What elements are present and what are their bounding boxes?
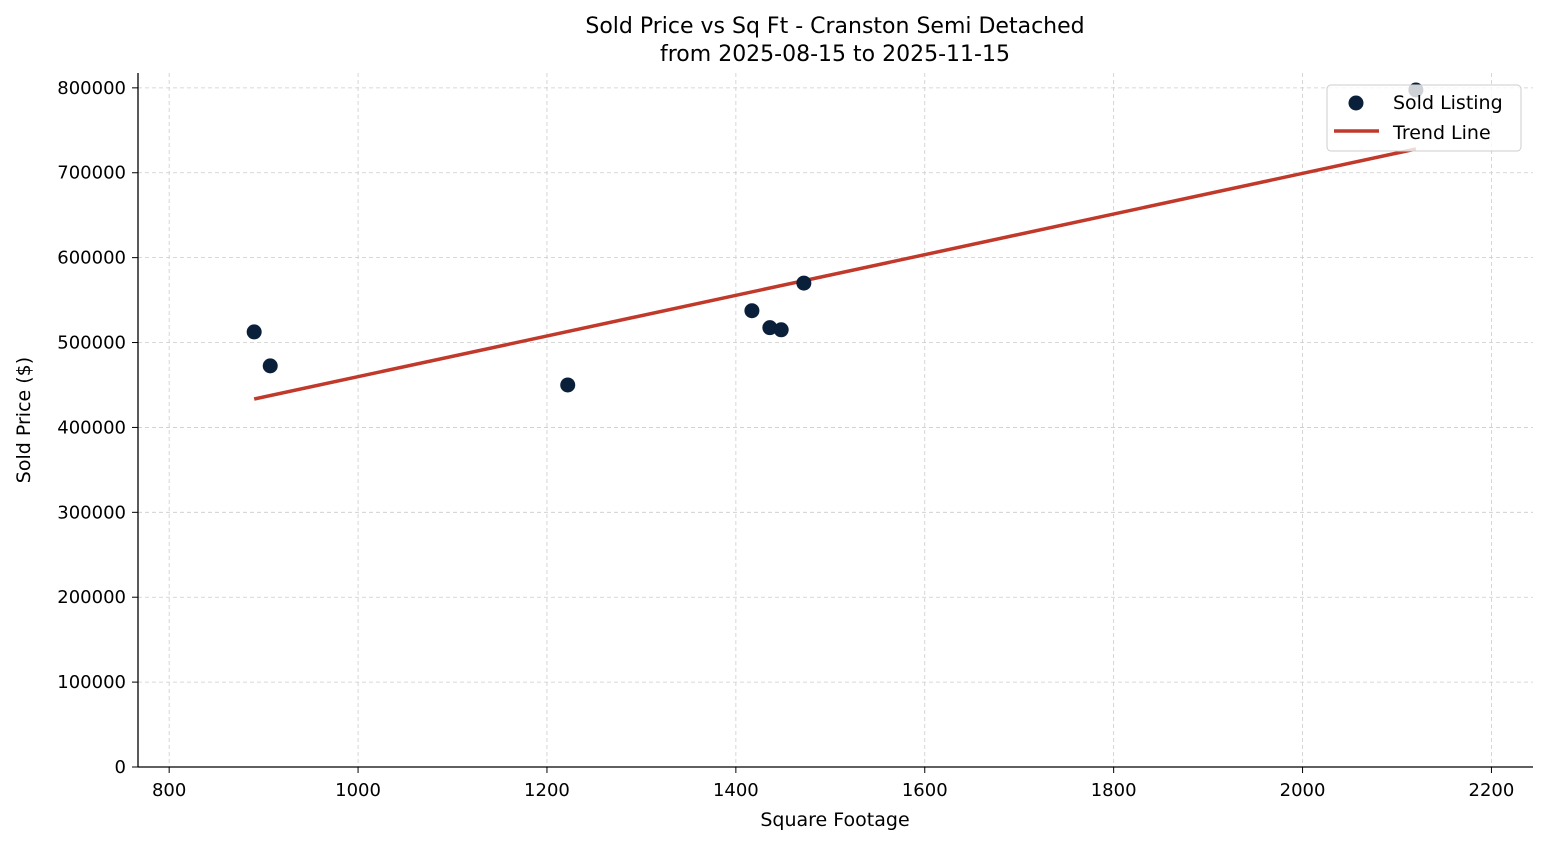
legend-label-trend-line: Trend Line — [1392, 122, 1491, 144]
y-tick-label: 700000 — [57, 163, 126, 184]
x-axis-label: Square Footage — [760, 809, 909, 831]
x-tick-label: 1000 — [335, 780, 381, 801]
x-tick-label: 1600 — [902, 780, 948, 801]
y-tick-label: 100000 — [57, 672, 126, 693]
data-point — [246, 324, 262, 340]
y-tick-label: 200000 — [57, 587, 126, 608]
y-tick-label: 600000 — [57, 248, 126, 269]
x-tick-label: 2000 — [1280, 780, 1326, 801]
data-point — [560, 377, 576, 393]
data-point — [744, 303, 760, 319]
y-tick-label: 300000 — [57, 502, 126, 523]
y-tick-label: 500000 — [57, 333, 126, 354]
ticks: 800 1000 1200 1400 1600 1800 2000 2200 0 100000 20… — [57, 78, 1514, 801]
data-point — [262, 358, 278, 374]
data-point — [762, 320, 778, 336]
x-tick-label: 2200 — [1469, 780, 1515, 801]
legend: Sold Listing Trend Line — [1326, 84, 1522, 152]
y-tick-label: 800000 — [57, 78, 126, 99]
y-tick-label: 400000 — [57, 417, 126, 438]
x-tick-label: 800 — [152, 780, 186, 801]
y-axis-label: Sold Price ($) — [13, 357, 35, 483]
x-tick-label: 1200 — [524, 780, 570, 801]
chart-subtitle: from 2025-08-15 to 2025-11-15 — [660, 42, 1010, 67]
chart-title: Sold Price vs Sq Ft - Cranston Semi Deta… — [585, 14, 1084, 39]
data-marks — [246, 82, 1424, 401]
trend-line — [253, 147, 1417, 401]
y-tick-label: 0 — [115, 757, 126, 778]
data-point — [773, 322, 789, 338]
legend-marker-sold-listing — [1348, 95, 1364, 111]
legend-label-sold-listing: Sold Listing — [1393, 92, 1503, 114]
x-tick-label: 1400 — [713, 780, 759, 801]
x-tick-label: 1800 — [1091, 780, 1137, 801]
data-point — [796, 275, 812, 291]
grid — [138, 73, 1533, 768]
